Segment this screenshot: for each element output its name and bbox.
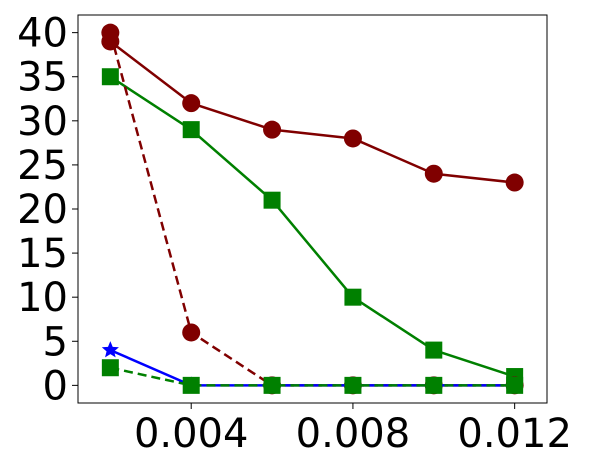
chart-series — [101, 23, 524, 395]
y-tick-label: 15 — [17, 231, 68, 277]
data-point — [344, 376, 362, 394]
y-tick-label: 40 — [17, 11, 68, 57]
series-line — [109, 40, 515, 184]
x-tick-label: 0.008 — [296, 411, 411, 457]
series-line — [109, 32, 515, 387]
data-point — [101, 341, 119, 358]
series-line — [109, 75, 516, 378]
data-point — [101, 68, 119, 86]
data-point — [344, 288, 362, 306]
series-line — [110, 366, 515, 387]
data-point — [182, 323, 201, 342]
plot-frame — [77, 14, 548, 404]
series-2 — [101, 23, 524, 395]
series-4 — [101, 359, 524, 394]
data-point — [425, 376, 443, 394]
series-1 — [101, 68, 524, 386]
data-point — [101, 359, 119, 377]
y-tick-label: 35 — [17, 55, 68, 101]
data-point — [182, 121, 200, 139]
y-tick-label: 30 — [17, 99, 68, 145]
data-point — [101, 23, 120, 42]
data-point — [182, 376, 200, 394]
y-tick-label: 5 — [43, 319, 68, 365]
y-tick-label: 0 — [43, 363, 68, 409]
x-tick-label: 0.004 — [134, 411, 249, 457]
data-point — [425, 341, 443, 359]
y-tick-label: 10 — [17, 275, 68, 321]
y-tick-label: 20 — [17, 187, 68, 233]
x-tick-label: 0.012 — [457, 411, 572, 457]
data-point — [263, 120, 282, 139]
data-point — [505, 173, 524, 192]
data-point — [263, 376, 281, 394]
data-point — [182, 94, 201, 113]
data-point — [263, 191, 281, 209]
data-point — [343, 129, 362, 148]
data-point — [424, 164, 443, 183]
data-point — [506, 376, 524, 394]
y-tick-label: 25 — [17, 143, 68, 189]
